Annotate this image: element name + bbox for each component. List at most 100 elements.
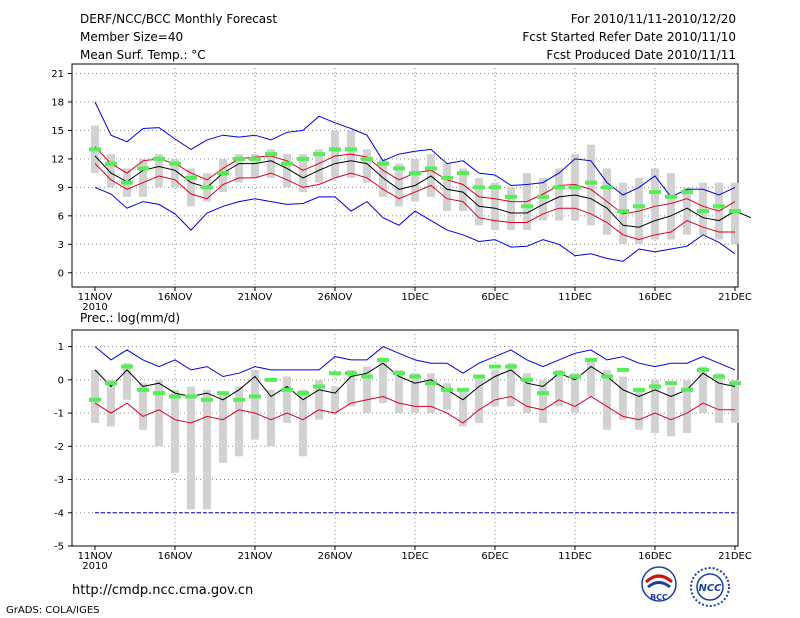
median-marker (377, 161, 389, 166)
median-marker (201, 397, 213, 402)
median-marker (297, 156, 309, 161)
ensemble-box (443, 163, 451, 212)
ensemble-box (459, 168, 467, 212)
median-marker (89, 397, 101, 402)
median-marker (153, 391, 165, 396)
ensemble-box (187, 386, 195, 510)
grads-credit: GrADS: COLA/IGES (6, 605, 100, 616)
y-tick-label: 15 (51, 126, 64, 137)
median-marker (521, 377, 533, 382)
ensemble-box (715, 373, 723, 424)
website-url[interactable]: http://cmdp.ncc.cma.gov.cn (72, 583, 254, 598)
y-tick-label: 1 (58, 342, 64, 353)
ensemble-box (427, 373, 435, 414)
ensemble-box (123, 363, 131, 400)
ensemble-box (219, 158, 227, 193)
x-tick-label: 11DEC (558, 551, 592, 562)
ensemble-box (91, 369, 99, 424)
max-line (94, 101, 736, 198)
ensemble-box (667, 386, 675, 437)
x-tick-label: 21DEC (718, 292, 752, 303)
precipitation-panel: 11NOV 16NOV 21NOV 26NOV 1DEC 6DEC 11DEC 16DEC 21… (54, 329, 752, 572)
panel2-variable: Prec.: log(mm/d) (80, 311, 181, 325)
median-marker (313, 384, 325, 389)
ensemble-box (555, 369, 563, 407)
ensemble-box (251, 154, 259, 178)
y-tick-label: -2 (54, 442, 64, 453)
median-marker (537, 391, 549, 396)
ensemble-box (395, 369, 403, 414)
ensemble-box (139, 383, 147, 430)
ensemble-box (379, 359, 387, 404)
median-marker (553, 185, 565, 190)
median-marker (121, 180, 133, 185)
median-marker (137, 387, 149, 392)
ensemble-box (187, 168, 195, 207)
median-marker (665, 381, 677, 386)
ensemble-box (267, 149, 275, 178)
ensemble-box (203, 389, 211, 510)
ensemble-box (235, 386, 243, 457)
plot-frame (71, 329, 739, 547)
ensemble-box (459, 389, 467, 427)
y-tick-label: -4 (54, 508, 64, 519)
svg-text:NCC: NCC (698, 583, 722, 594)
median-marker (201, 185, 213, 190)
ensemble-box (299, 154, 307, 193)
median-marker (121, 364, 133, 369)
x-tick-label: 21NOV (238, 292, 273, 303)
median-marker (329, 371, 341, 376)
ensemble-box (507, 187, 515, 231)
ensemble-box (539, 177, 547, 221)
median-marker (217, 171, 229, 176)
median-marker (473, 374, 485, 379)
median-marker (457, 171, 469, 176)
median-marker (713, 374, 725, 379)
panel1-variable: Mean Surf. Temp.: °C (80, 48, 206, 62)
svg-text:BCC: BCC (650, 593, 668, 602)
fcst-started-date: Fcst Started Refer Date 2010/11/10 (522, 30, 736, 44)
median-marker (505, 194, 517, 199)
ensemble-box (395, 163, 403, 207)
median-marker (585, 357, 597, 362)
median-marker (553, 371, 565, 376)
median-marker (649, 384, 661, 389)
ensemble-box (635, 389, 643, 430)
x-tick-label: 1DEC (401, 551, 428, 562)
ensemble-box (331, 386, 339, 414)
ensemble-box (235, 154, 243, 183)
ensemble-box (347, 369, 355, 407)
median-marker (249, 394, 261, 399)
ensemble-box (315, 379, 323, 420)
chart-title: DERF/NCC/BCC Monthly Forecast (80, 12, 278, 26)
ensemble-box (699, 366, 707, 414)
median-marker (137, 166, 149, 171)
y-tick-label: -5 (54, 542, 64, 553)
ensemble-box (491, 182, 499, 231)
median-marker (409, 374, 421, 379)
forecast-period: For 2010/11/11-2010/12/20 (570, 12, 736, 26)
median-marker (601, 374, 613, 379)
ensemble-box (491, 369, 499, 407)
median-marker (649, 190, 661, 195)
median-marker (617, 367, 629, 372)
ensemble-box (683, 187, 691, 235)
ensemble-box (443, 383, 451, 410)
median-marker (713, 204, 725, 209)
min-line (94, 186, 736, 262)
ensemble-box (331, 130, 339, 178)
y-tick-label: 6 (58, 211, 64, 222)
y-tick-label: 21 (51, 69, 64, 80)
median-marker (569, 374, 581, 379)
y-tick-label: 0 (58, 268, 64, 279)
ensemble-box (651, 168, 659, 240)
median-marker (441, 387, 453, 392)
median-marker (185, 394, 197, 399)
median-marker (281, 387, 293, 392)
median-marker (233, 397, 245, 402)
ensemble-box (267, 389, 275, 447)
ensemble-box (475, 376, 483, 424)
temperature-panel: 11NOV 16NOV 21NOV 26NOV 1DEC 6DEC 11DEC 16DEC 21… (51, 63, 752, 313)
median-marker (617, 209, 629, 214)
median-marker (169, 394, 181, 399)
